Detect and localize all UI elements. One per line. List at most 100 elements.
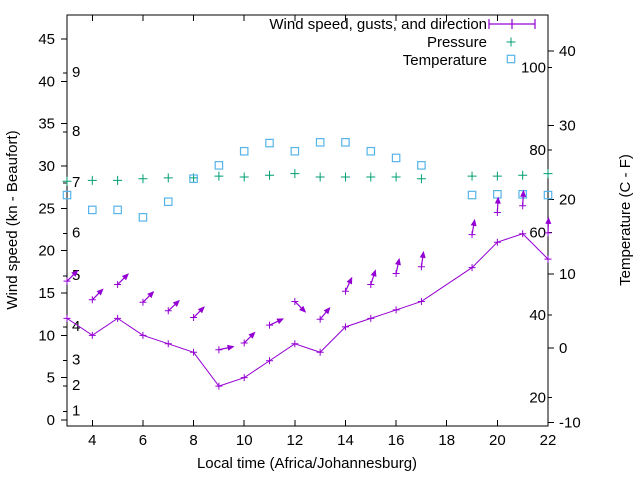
gust-arrow	[392, 257, 401, 278]
wind-speed-point	[468, 264, 476, 272]
gust-arrow	[63, 269, 79, 285]
gust-arrow	[240, 331, 256, 347]
gust-arrow-head	[172, 299, 180, 307]
wind-speed-point	[215, 382, 223, 390]
gust-arrow-head	[248, 331, 256, 339]
temperature-point	[493, 190, 502, 199]
gust-arrow	[341, 276, 353, 295]
pressure-point	[163, 173, 173, 183]
temperature-point	[366, 146, 376, 156]
y-right-axis-title: Temperature (C - F)	[617, 154, 634, 286]
gust-arrow-head	[395, 257, 401, 266]
wind-speed-point	[63, 314, 71, 322]
x-tick-label: 16	[388, 432, 405, 449]
x-tick-label: 4	[88, 432, 96, 449]
gust-arrow	[316, 306, 331, 323]
wind-speed-point	[367, 314, 375, 322]
temperature-point	[163, 197, 173, 207]
gust-arrow-head	[276, 318, 285, 325]
temperature-point	[239, 146, 249, 156]
gust-arrow-head	[71, 269, 79, 277]
beaufort-label: 7	[72, 174, 80, 191]
gust-arrow-head	[299, 305, 307, 313]
temperature-point	[417, 161, 426, 170]
gust-arrow	[114, 273, 129, 289]
wind-speed-point	[392, 306, 400, 314]
gust-arrow-head	[419, 250, 426, 259]
x-tick-label: 14	[337, 432, 354, 449]
temperature-point	[265, 138, 274, 148]
wind-speed-point	[316, 348, 324, 356]
temperature-point	[214, 161, 224, 170]
pressure-point	[87, 175, 97, 185]
fahrenheit-label: 60	[529, 225, 546, 242]
pressure-point	[543, 169, 553, 179]
gust-point	[341, 287, 349, 295]
kn-tick-label: 35	[38, 116, 55, 133]
temperature-point	[467, 190, 477, 200]
temperature-point	[189, 174, 198, 184]
fahrenheit-label: 80	[529, 142, 546, 159]
gust-point	[88, 296, 96, 304]
pressure-point	[315, 172, 325, 182]
kn-tick-label: 30	[38, 158, 55, 175]
gust-arrow	[417, 250, 426, 271]
wind-speed-point	[417, 297, 425, 305]
wind-speed-point	[493, 238, 501, 246]
gust-arrow	[266, 318, 285, 329]
temperature-point	[290, 146, 300, 156]
temperature-series	[62, 138, 553, 222]
legend-sample-temperature	[506, 54, 516, 64]
pressure-point	[366, 172, 376, 182]
pressure-point	[138, 174, 148, 184]
gust-arrow-head	[227, 344, 235, 351]
pressure-point	[416, 174, 426, 184]
pressure-point	[391, 172, 401, 182]
gust-point	[164, 307, 172, 315]
gust-arrow-head	[545, 216, 552, 224]
pressure-point	[492, 171, 502, 181]
celsius-tick-label: 0	[559, 340, 567, 357]
wind-speed-series	[63, 230, 552, 390]
beaufort-label: 3	[72, 352, 80, 369]
wind-speed-line	[66, 233, 549, 387]
pressure-series	[62, 169, 553, 186]
celsius-tick-label: 40	[559, 43, 576, 60]
gust-point	[291, 297, 299, 305]
legend-samples	[488, 19, 536, 64]
gust-arrows	[63, 189, 552, 354]
wind-speed-point	[190, 348, 198, 356]
wind-speed-point	[341, 323, 349, 331]
x-tick-label: 6	[139, 432, 147, 449]
kn-tick-label: 25	[38, 200, 55, 217]
gust-arrow	[139, 290, 155, 306]
gust-arrow	[215, 344, 235, 354]
gust-arrow-head	[147, 290, 155, 299]
gust-arrow	[519, 189, 527, 210]
pressure-point	[239, 172, 249, 182]
temperature-point	[315, 138, 325, 147]
celsius-tick-label: 10	[559, 266, 576, 283]
wind-speed-point	[164, 340, 172, 348]
gust-point	[316, 315, 324, 323]
gust-arrow-head	[470, 218, 477, 227]
pressure-point	[290, 169, 300, 179]
gust-arrow-head	[96, 288, 104, 296]
pressure-point	[518, 170, 528, 180]
pressure-point	[265, 170, 275, 180]
y-left-axis-title: Wind speed (kn - Beaufort)	[4, 130, 21, 309]
fahrenheit-label: 100	[521, 60, 546, 77]
celsius-tick-label: -10	[559, 414, 581, 431]
gust-arrow	[291, 297, 307, 313]
pressure-point	[340, 172, 350, 182]
beaufort-label: 9	[72, 64, 80, 81]
gust-arrow	[493, 196, 501, 217]
kn-tick-label: 10	[38, 327, 55, 344]
data-series	[62, 138, 553, 390]
x-tick-label: 10	[236, 432, 253, 449]
wind-speed-point	[114, 314, 122, 322]
legend-label-temperature: Temperature	[403, 52, 487, 69]
wind-speed-point	[291, 340, 299, 348]
beaufort-label: 5	[72, 267, 80, 284]
gust-arrow	[190, 306, 205, 322]
